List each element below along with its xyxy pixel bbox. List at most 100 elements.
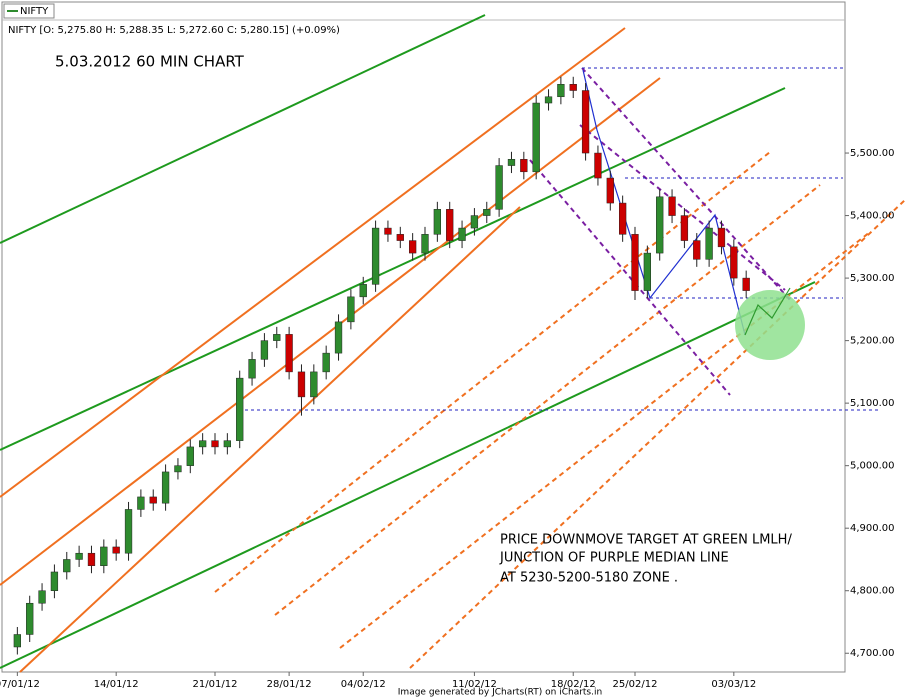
y-tick-label: 5,000.00 — [850, 461, 895, 472]
y-tick-label: 4,900.00 — [850, 523, 895, 534]
candle-body — [594, 152, 602, 179]
candle-body — [507, 159, 516, 166]
candle-body — [446, 209, 454, 241]
candle-body — [236, 377, 244, 441]
candle-body — [13, 634, 21, 648]
candle-body — [38, 590, 46, 604]
candle-body — [161, 471, 170, 504]
candle-body — [717, 227, 726, 248]
candle-body — [643, 252, 651, 291]
candle-body — [75, 552, 83, 560]
candle-body — [470, 215, 479, 229]
blue-wave-path — [582, 69, 746, 336]
candle-body — [483, 209, 491, 216]
y-tick-label: 5,500.00 — [850, 148, 895, 159]
candle-body — [297, 371, 306, 398]
candle-body — [112, 546, 120, 554]
candle-body — [668, 196, 676, 216]
candle-body — [371, 227, 380, 285]
candle-body — [347, 296, 355, 323]
x-tick-label: 25/02/12 — [613, 679, 658, 690]
candle-body — [248, 359, 256, 379]
candle-body — [619, 202, 627, 235]
candle-body — [174, 465, 182, 473]
orange-dashed-line — [274, 184, 821, 616]
annotation: AT 5230-5200-5180 ZONE . — [500, 571, 678, 586]
orange-line — [0, 27, 626, 498]
candle-body — [223, 440, 232, 448]
x-tick-label: 11/02/12 — [452, 679, 497, 690]
trend-lines — [0, 14, 906, 673]
plot-frame — [1, 1, 846, 673]
orange-dashed-line — [409, 199, 906, 669]
y-tick-label: 4,700.00 — [850, 648, 895, 659]
purple-dashed-line — [529, 159, 731, 396]
y-tick-label: 5,100.00 — [850, 398, 895, 409]
y-tick-label: 4,800.00 — [850, 586, 895, 597]
annotation: JUNCTION OF PURPLE MEDIAN LINE — [499, 551, 729, 566]
x-tick-label: 21/01/12 — [193, 679, 238, 690]
candle-body — [26, 602, 34, 635]
purple-dashed-line — [581, 67, 791, 301]
orange-line — [19, 206, 521, 673]
candle-body — [199, 440, 207, 448]
footer: Image generated by JCharts(RT) on iChart… — [398, 688, 602, 698]
x-tick-label: 04/02/12 — [341, 679, 386, 690]
chart-title: 5.03.2012 60 MIN CHART — [55, 53, 245, 71]
candle-body — [384, 227, 392, 235]
candle-body — [606, 177, 614, 204]
candle-body — [310, 371, 318, 398]
candle-body — [63, 559, 71, 573]
candle-body — [631, 234, 639, 291]
x-tick-label: 14/01/12 — [94, 679, 139, 690]
candles — [13, 76, 750, 655]
candle-body — [100, 546, 108, 566]
y-tick-label: 5,200.00 — [850, 336, 895, 347]
y-tick-label: 5,400.00 — [850, 211, 895, 222]
x-tick-label: 18/02/12 — [551, 679, 596, 690]
candle-body — [458, 227, 466, 241]
orange-line — [0, 77, 661, 586]
candle-body — [334, 321, 343, 354]
candle-body — [137, 496, 145, 510]
green-line — [0, 14, 486, 244]
green-line — [0, 281, 816, 669]
x-tick-label: 07/01/12 — [0, 679, 40, 690]
candle-body — [409, 240, 417, 254]
candle-body — [211, 440, 219, 448]
candle-body — [680, 215, 689, 241]
candle-body — [433, 209, 441, 235]
candle-body — [705, 227, 713, 260]
purple-dashed-line — [579, 124, 786, 291]
candle-body — [149, 496, 157, 504]
target-zone — [735, 290, 805, 360]
candle-body — [273, 334, 281, 341]
candle-body — [50, 571, 59, 591]
x-tick-label: 28/01/12 — [267, 679, 312, 690]
candle-body — [285, 334, 293, 373]
candle-body — [656, 196, 664, 254]
projection-path — [744, 287, 791, 336]
candle-body — [532, 102, 540, 173]
legend-label: NIFTY — [20, 6, 49, 17]
candle-body — [260, 340, 269, 360]
candle-body — [495, 165, 503, 210]
candle-body — [124, 509, 133, 554]
candle-body — [730, 246, 738, 279]
candle-body — [87, 552, 96, 566]
legend-box — [3, 3, 55, 19]
candle-body — [322, 352, 330, 373]
annotation: PRICE DOWNMOVE TARGET AT GREEN LMLH/ — [500, 533, 792, 548]
candle-body — [520, 159, 528, 173]
candle-body — [569, 84, 577, 91]
candle-body — [421, 234, 429, 254]
candle-body — [693, 240, 701, 260]
y-tick-label: 5,300.00 — [850, 273, 895, 284]
candle-body — [359, 284, 367, 298]
header-text: NIFTY [O: 5,275.80 H: 5,288.35 L: 5,272.… — [8, 25, 340, 36]
green-line — [0, 87, 786, 451]
orange-dashed-line — [214, 151, 771, 593]
x-tick-label: 03/03/12 — [711, 679, 756, 690]
